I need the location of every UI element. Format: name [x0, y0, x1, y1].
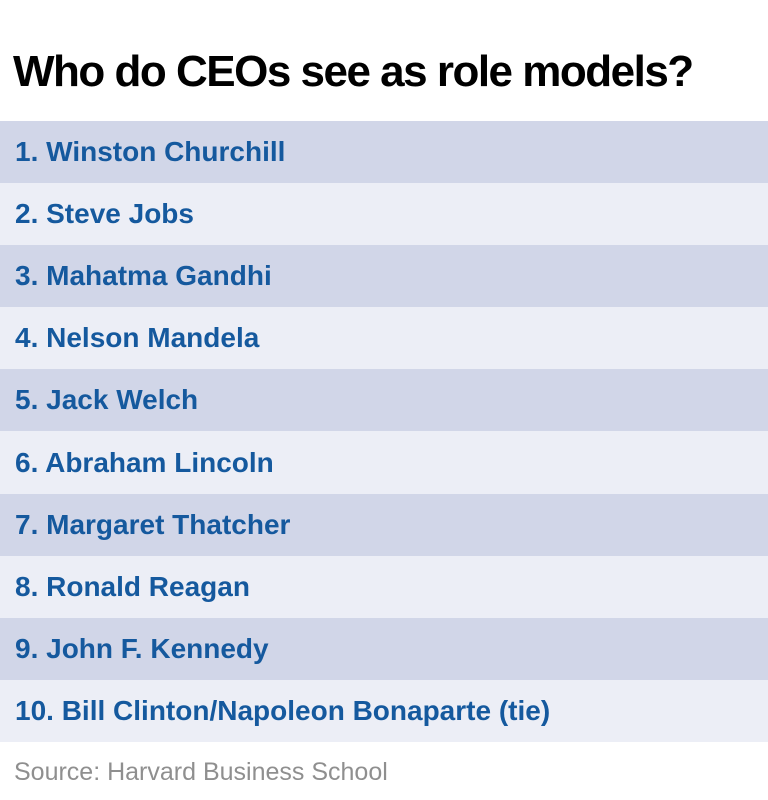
- list-item-rank-10: 10. Bill Clinton/Napoleon Bonaparte (tie…: [0, 679, 768, 742]
- list-item-rank-2: 2. Steve Jobs: [0, 183, 768, 246]
- list-item-rank-9: 9. John F. Kennedy: [0, 617, 768, 680]
- source-attribution: Source: Harvard Business School: [14, 758, 388, 786]
- list-item-rank-3: 3. Mahatma Gandhi: [0, 245, 768, 308]
- chart-title: Who do CEOs see as role models?: [13, 47, 694, 96]
- list-item-rank-5: 5. Jack Welch: [0, 369, 768, 432]
- list-item-rank-1: 1. Winston Churchill: [0, 121, 768, 184]
- list-item-rank-4: 4. Nelson Mandela: [0, 307, 768, 370]
- list-item-rank-8: 8. Ronald Reagan: [0, 555, 768, 618]
- list-item-rank-7: 7. Margaret Thatcher: [0, 493, 768, 556]
- list-item-rank-6: 6. Abraham Lincoln: [0, 431, 768, 494]
- ranked-list: 1. Winston Churchill 2. Steve Jobs 3. Ma…: [0, 121, 768, 742]
